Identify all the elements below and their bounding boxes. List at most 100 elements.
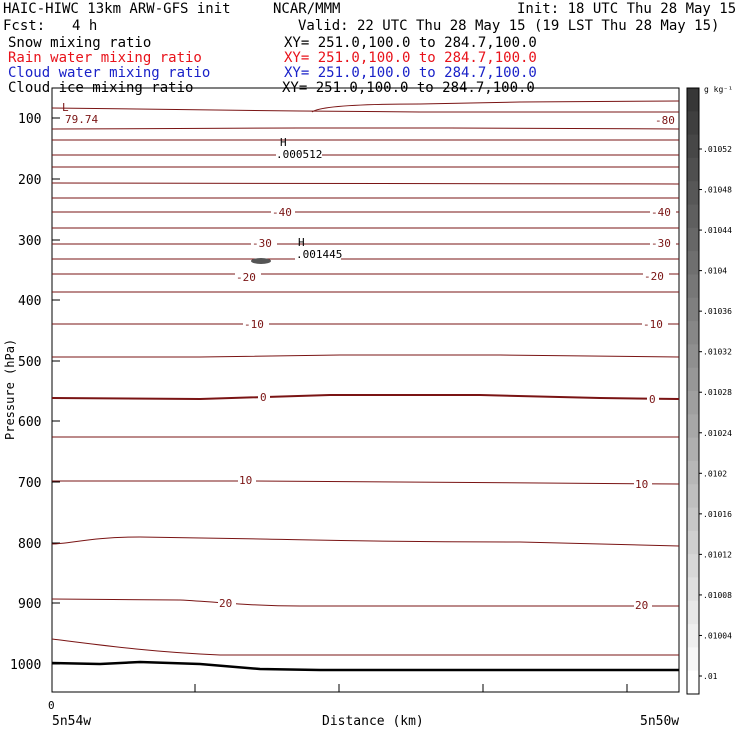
contour-label: 20 — [219, 597, 232, 610]
contour-label: -30 — [252, 237, 272, 250]
fcst-value: 4 h — [72, 18, 98, 34]
contour-label: -20 — [644, 270, 664, 283]
x-end-label: 5n50w — [640, 714, 679, 729]
low-marker: L — [62, 101, 69, 114]
contour-label: -40 — [651, 206, 671, 219]
contour-label: -80 — [655, 114, 675, 127]
contour-label: 0 — [260, 391, 267, 404]
label-bg — [642, 318, 668, 331]
y-tick-label: 900 — [18, 597, 41, 612]
contour-line — [51, 107, 679, 113]
contour-line — [52, 480, 680, 485]
colorbar-segment — [687, 367, 699, 392]
colorbar-segment — [687, 670, 699, 695]
contour-label-group: -80 -40 -40 -30 -30 -20 -20 -10 -10 0 0 … — [218, 114, 676, 612]
colorbar-label: .01024 — [703, 429, 732, 438]
contour-label: -10 — [244, 318, 264, 331]
colorbar-segment — [687, 647, 699, 672]
contour-label: 10 — [635, 478, 648, 491]
label-bg — [243, 318, 269, 331]
colorbar-segment — [687, 484, 699, 509]
colorbar-segment — [687, 624, 699, 648]
colorbar-frame — [686, 87, 700, 695]
extrema: L 79.74 H .000512 H .001445 — [62, 101, 342, 261]
colorbar-segment — [687, 391, 699, 415]
label-bg — [238, 474, 256, 487]
colorbar-segment — [687, 204, 699, 229]
contour-label: -20 — [236, 271, 256, 284]
colorbar-label: .01048 — [703, 186, 732, 195]
y-tick-label: 800 — [18, 537, 41, 552]
label-bg — [634, 478, 652, 491]
colorbar-label: .01032 — [703, 348, 732, 357]
contour-label: -40 — [272, 206, 292, 219]
contour-line — [51, 182, 680, 185]
surface-contour — [51, 660, 679, 672]
contour-line — [52, 354, 680, 358]
label-bg — [276, 148, 322, 160]
contour-label: 20 — [635, 599, 648, 612]
y-tick-label: 700 — [18, 476, 41, 491]
field-xy-cloud-water: XY= 251.0,100.0 to 284.7,100.0 — [284, 65, 537, 81]
colorbar-segment — [687, 111, 699, 136]
colorbar-segment — [687, 554, 699, 578]
label-bg — [64, 113, 100, 125]
label-bg — [218, 597, 236, 610]
plot-frame — [51, 87, 680, 693]
field-xy-rain: XY= 251.0,100.0 to 284.7,100.0 — [284, 50, 537, 66]
init-time: Init: 18 UTC Thu 28 May 15 — [517, 1, 737, 17]
colorbar-label: .01012 — [703, 550, 732, 559]
colorbar-label: .01004 — [703, 631, 732, 640]
fcst-label: Fcst: — [3, 18, 46, 34]
high-marker: H — [280, 136, 287, 149]
plot-title: HAIC-HIWC 13km ARW-GFS init — [3, 1, 231, 17]
colorbar-label: .01028 — [703, 388, 732, 397]
colorbar-segment — [687, 437, 699, 462]
contour-line — [51, 536, 680, 547]
colorbar-segment — [687, 530, 699, 555]
org-label: NCAR/MMM — [273, 1, 341, 17]
colorbar-unit: g kg⁻¹ — [704, 85, 733, 94]
label-bg — [271, 206, 295, 219]
colorbar-segment — [687, 344, 699, 369]
contour-label: -30 — [651, 237, 671, 250]
contour-line — [51, 127, 680, 130]
label-bg — [647, 393, 659, 406]
y-tick-label: 200 — [18, 173, 41, 188]
colorbar-label: .01036 — [703, 307, 732, 316]
colorbar-segment — [687, 297, 699, 322]
contour-label: 10 — [239, 474, 252, 487]
label-bg — [650, 237, 676, 250]
y-axis-label: Pressure (hPa) — [3, 339, 17, 440]
y-axis: 100 200 300 400 500 600 700 800 900 1000 — [10, 112, 60, 673]
contour-lines — [51, 100, 680, 656]
colorbar-label: .0102 — [703, 469, 727, 478]
colorbar-segment — [687, 274, 699, 299]
y-tick-label: 400 — [18, 294, 41, 309]
x-start-label: 5n54w — [52, 714, 91, 729]
contour-line — [51, 638, 679, 656]
y-tick-label: 300 — [18, 234, 41, 249]
label-bg — [634, 599, 652, 612]
cloud-feature — [251, 258, 271, 264]
label-bg — [654, 114, 676, 127]
field-name-snow: Snow mixing ratio — [8, 35, 152, 51]
high-value: .000512 — [276, 148, 322, 161]
label-bg — [295, 248, 341, 260]
y-tick-label: 1000 — [10, 658, 41, 673]
colorbar-label: .01 — [703, 672, 718, 681]
field-name-cloud-water: Cloud water mixing ratio — [8, 65, 211, 81]
low-value: 79.74 — [65, 113, 98, 126]
colorbar-segment — [687, 321, 699, 345]
colorbar-label: .01044 — [703, 226, 732, 235]
y-tick-label: 100 — [18, 112, 41, 127]
colorbar-label: .01016 — [703, 510, 732, 519]
high-value: .001445 — [296, 248, 342, 261]
label-bg — [235, 271, 261, 284]
label-bg — [643, 270, 669, 283]
colorbar-segment — [687, 157, 699, 182]
contour-line — [51, 394, 680, 401]
field-xy-snow: XY= 251.0,100.0 to 284.7,100.0 — [284, 35, 537, 51]
contour-label: -10 — [643, 318, 663, 331]
